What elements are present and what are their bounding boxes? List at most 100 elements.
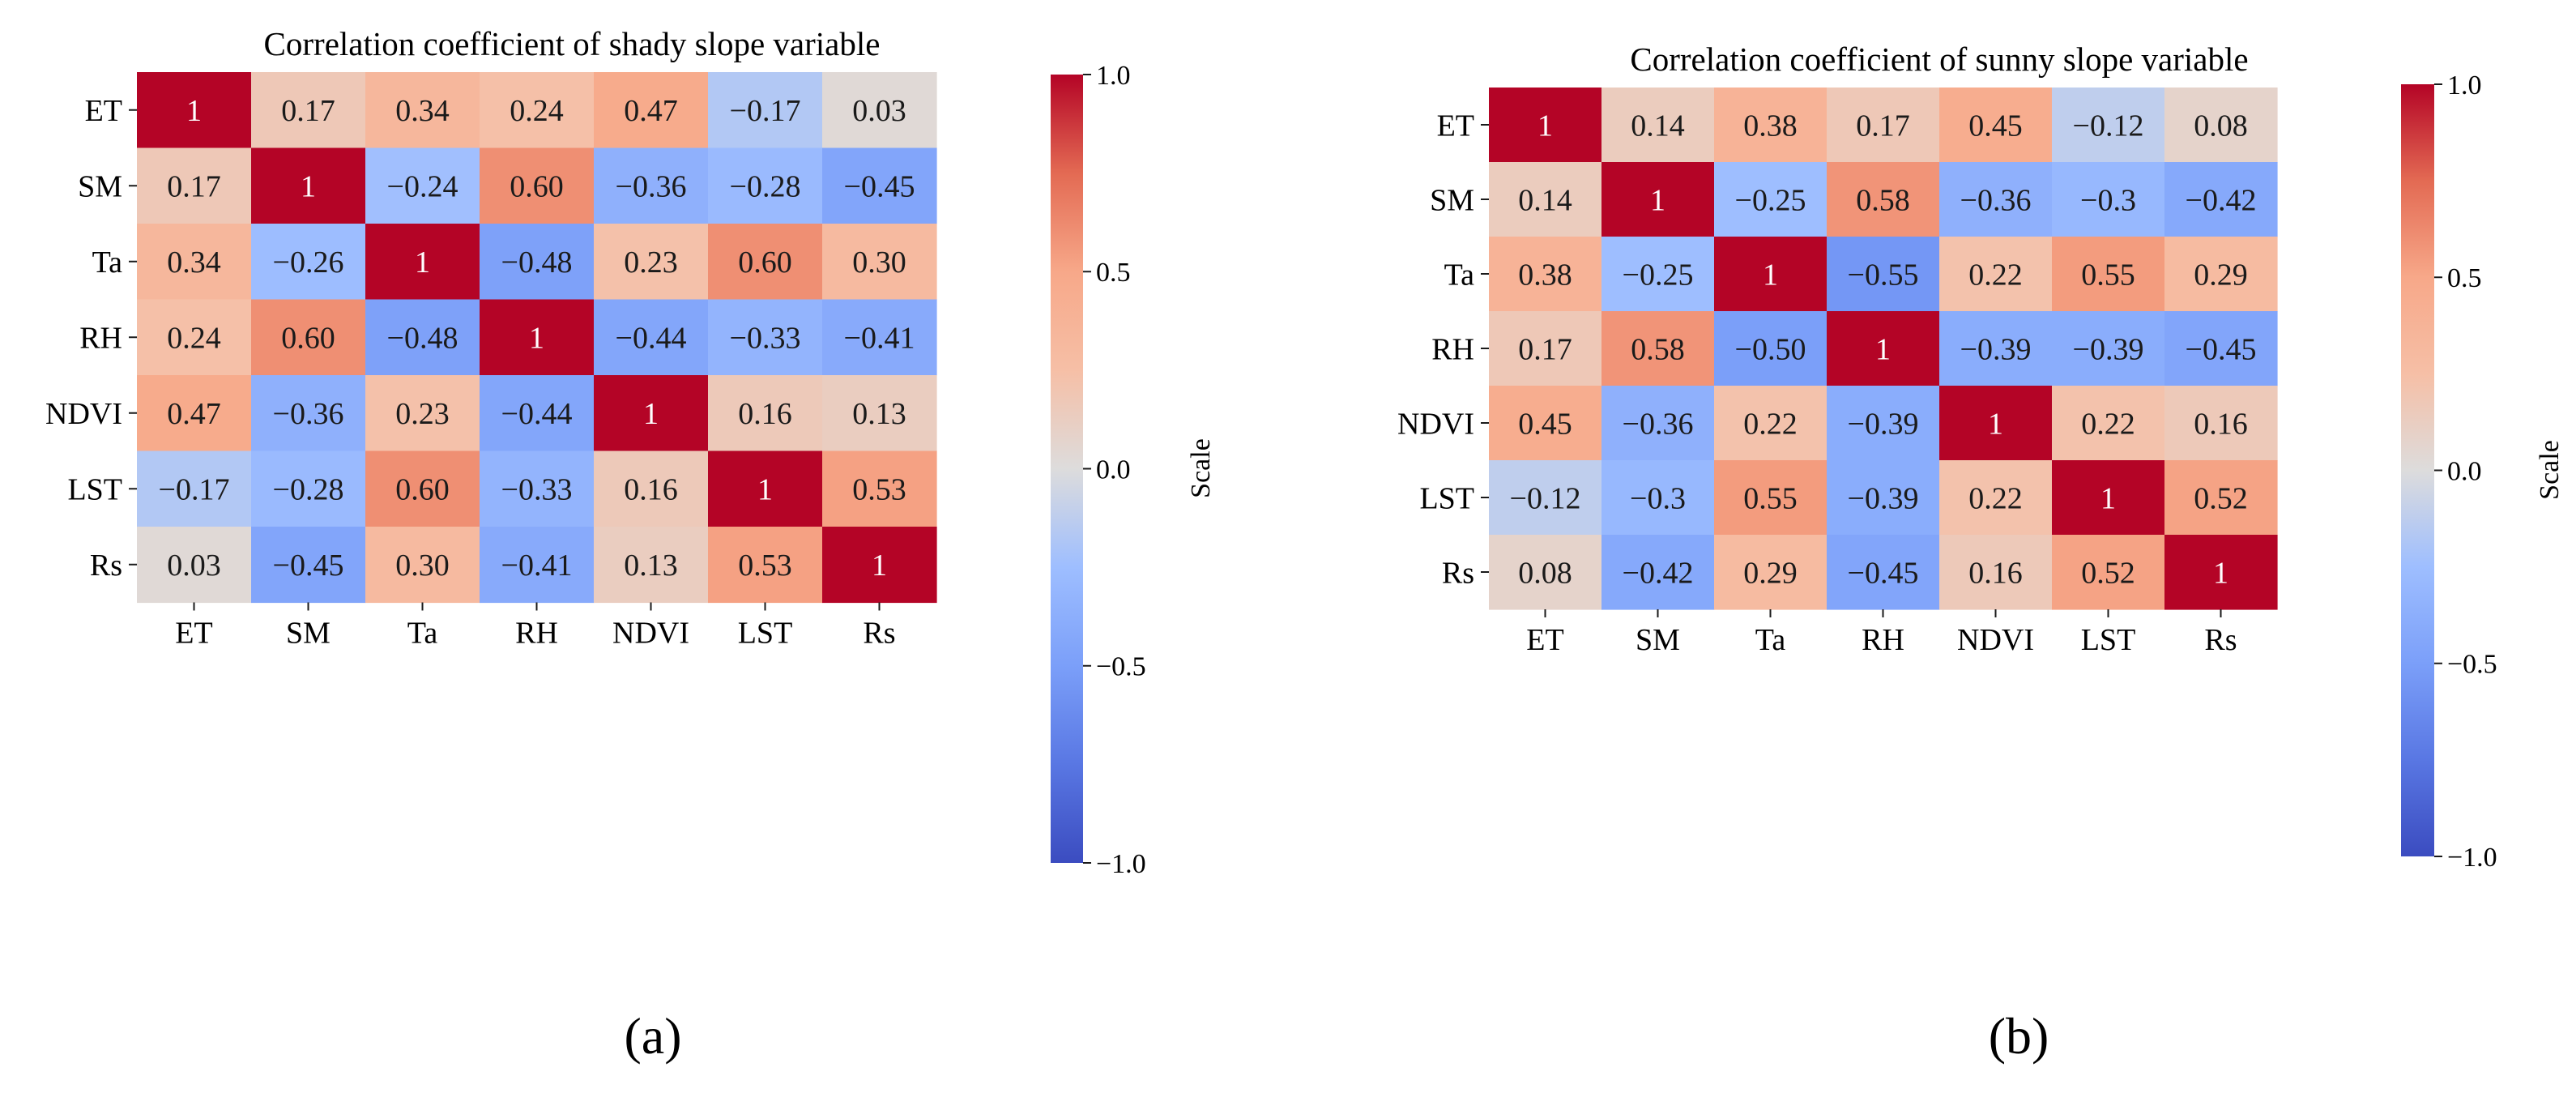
cell-value-label: −0.33 [501,473,573,507]
colorbar-tick-label: 1.0 [2447,70,2482,100]
cell-value-label: 1 [2100,481,2116,515]
cell-value-label: −0.50 [1735,332,1806,366]
cell-value-label: −0.28 [273,473,344,507]
cell-value-label: 0.47 [167,397,221,431]
cell-value-label: −0.39 [1848,407,1919,441]
heatmap-cell [251,527,366,604]
heatmap-cell [822,299,937,376]
cell-value-label: 0.17 [167,170,221,204]
cell-value-label: 0.13 [624,549,678,583]
cell-value-label: 0.08 [2194,109,2248,143]
heatmap-cell [2164,162,2278,237]
heatmap-cells: 1 0.14 0.38 0.17 0.45 −0.12 0.08 0.14 1 −0.25 0.58… [1489,88,2278,610]
colorbar-tick-label: 0.0 [1096,455,1131,485]
heatmap-cell [137,450,252,527]
heatmap-cell [480,147,595,224]
cell-value-label: −0.12 [2073,109,2144,143]
cell-value-label: 0.34 [167,245,221,280]
heatmap-cell [2052,237,2165,312]
panel-a: Correlation coefficient of shady slope v… [45,25,1216,1065]
heatmap-cell [594,224,709,301]
cell-value-label: 0.03 [167,549,221,583]
heatmap-cell [1939,460,2053,536]
cell-value-label: −0.12 [1510,481,1581,515]
colorbar-tick-label: 0.0 [2447,456,2482,486]
cell-value-label: 0.58 [1856,183,1910,217]
y-tick-label: LST [67,473,122,507]
cell-value-label: 0.22 [1743,407,1798,441]
heatmap-cell [1714,386,1828,461]
heatmap-cell [708,147,823,224]
cell-value-label: 0.24 [510,94,564,128]
x-tick-label: NDVI [612,617,689,651]
heatmap-cell [1827,460,1940,536]
heatmap-cell [2052,535,2165,610]
cell-value-label: 0.14 [1518,183,1572,217]
cell-value-label: 0.60 [738,245,792,280]
cell-value-label: 0.22 [1968,258,2023,292]
heatmap-cell [2164,535,2278,610]
heatmap-cell [822,147,937,224]
heatmap-cell [708,450,823,527]
colorbar-tick-label: −0.5 [2447,650,2497,680]
colorbar-label: Scale [1186,438,1216,498]
cell-value-label: −0.3 [1630,481,1686,515]
colorbar-tick-label: 0.5 [2447,263,2482,293]
heatmap-cell [594,299,709,376]
cell-value-label: 0.22 [1968,481,2023,515]
y-tick-label: NDVI [1397,407,1474,441]
heatmap-cell [708,299,823,376]
x-tick-label: Rs [2204,623,2237,657]
cell-value-label: 1 [301,170,316,204]
cell-value-label: −0.36 [616,170,687,204]
heatmap-cell [251,147,366,224]
heatmap-cell [1489,311,1602,386]
heatmap-cell [2164,88,2278,163]
y-tick-label: RH [1431,332,1474,366]
heatmap-cell [822,450,937,527]
heatmap-cell [1489,88,1602,163]
y-tick-label: RH [79,322,122,356]
y-tick-label: Ta [1444,258,1475,292]
cell-value-label: 0.52 [2081,556,2135,590]
x-tick-label: ET [1526,623,1563,657]
y-tick-label: ET [1437,109,1474,143]
heatmap-cell [822,375,937,452]
heatmap-cell [2052,460,2165,536]
cell-value-label: −0.42 [2186,183,2257,217]
cell-value-label: −0.45 [2186,332,2257,366]
x-tick-label: RH [515,617,558,651]
cell-value-label: 1 [1875,332,1891,366]
y-axis: ET SM Ta RH NDVI LST Rs [45,94,137,583]
heatmap-cell [1601,237,1715,312]
cell-value-label: 0.29 [1743,556,1798,590]
cell-value-label: −0.17 [730,94,801,128]
heatmap-cell [1489,386,1602,461]
heatmap-cell [137,527,252,604]
heatmap-cell [1827,386,1940,461]
cell-value-label: 1 [1988,407,2003,441]
cell-value-label: −0.33 [730,322,801,356]
cell-value-label: 0.16 [624,473,678,507]
heatmap-cell [594,527,709,604]
y-tick-label: Rs [1442,556,1474,590]
cell-value-label: 0.60 [510,170,564,204]
heatmap-cell [594,450,709,527]
colorbar: 1.0 0.5 0.0 −0.5 −1.0 [1051,61,1146,879]
cell-value-label: 0.30 [852,245,906,280]
cell-value-label: 0.16 [2194,407,2248,441]
x-tick-label: LST [2081,623,2136,657]
heatmap-cell [251,299,366,376]
heatmap-cell [1827,311,1940,386]
cell-value-label: 1 [1537,109,1553,143]
cell-value-label: −0.17 [159,473,230,507]
cell-value-label: 0.34 [395,94,450,128]
heatmap-cell [1939,311,2053,386]
x-tick-label: SM [1636,623,1680,657]
heatmap-cell [1827,535,1940,610]
heatmap-cell [1939,162,2053,237]
heatmap-cell [365,72,480,149]
x-tick-label: RH [1862,623,1904,657]
cell-value-label: −0.28 [730,170,801,204]
cell-value-label: −0.48 [387,322,458,356]
